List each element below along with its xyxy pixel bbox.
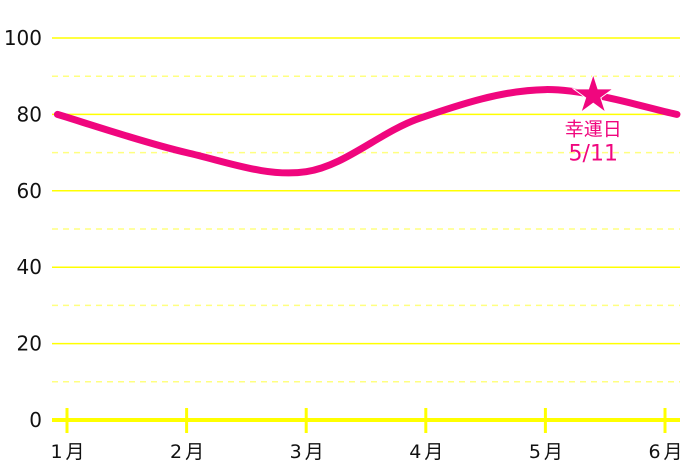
x-tick-label: 3月: [290, 441, 327, 463]
y-tick-label: 0: [29, 408, 42, 432]
annotation-label: 5/11: [569, 141, 618, 166]
star-icon: [571, 72, 615, 114]
x-tick-label: 2月: [170, 441, 207, 463]
y-tick-label: 60: [17, 179, 42, 203]
x-tick-label: 5月: [529, 441, 566, 463]
y-tick-label: 80: [17, 102, 42, 126]
x-tick-label: 6月: [648, 441, 685, 463]
x-tick-label: 1月: [50, 441, 87, 463]
y-tick-label: 40: [17, 255, 42, 279]
annotation-label: 幸運日: [565, 118, 622, 140]
y-tick-label: 20: [17, 332, 42, 356]
y-tick-label: 100: [4, 26, 42, 50]
x-tick-label: 4月: [409, 441, 446, 463]
series-line: [53, 86, 681, 177]
